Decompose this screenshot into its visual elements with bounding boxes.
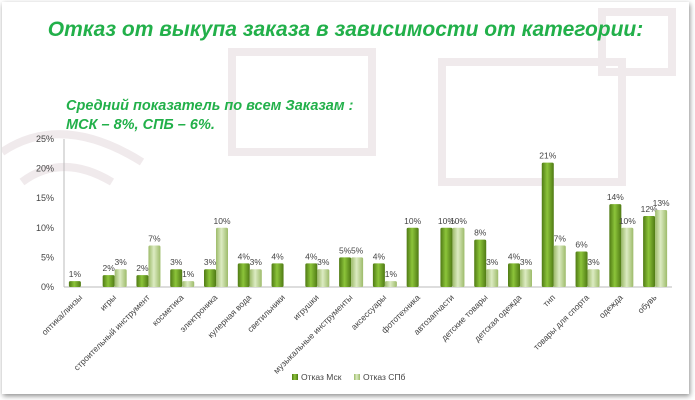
data-label: 6% [575, 239, 588, 249]
bar-msk [102, 275, 115, 287]
y-tick-label: 20% [36, 164, 54, 174]
data-label: 21% [539, 151, 556, 161]
bar-spb [587, 269, 600, 287]
bar-spb [216, 227, 228, 287]
data-label: 4% [238, 251, 251, 261]
bar-spb [249, 269, 262, 287]
bar-msk [609, 204, 622, 287]
slide-title: Отказ от выкупа заказа в зависимости от … [47, 18, 644, 41]
bar-msk [170, 269, 183, 287]
category-label: игрушки [291, 292, 321, 322]
data-label: 2% [103, 263, 116, 273]
bar-msk [440, 227, 453, 287]
data-label: 1% [385, 269, 398, 279]
bar-msk [68, 281, 81, 287]
y-tick-label: 25% [36, 134, 54, 144]
data-label: 4% [305, 251, 318, 261]
data-label: 3% [486, 257, 499, 267]
bar-msk [339, 257, 352, 287]
bar-chart: 0%5%10%15%20%25%1%оптика/линзы2%3%игры2%… [36, 134, 672, 382]
y-tick-label: 15% [36, 193, 54, 203]
category-label: оптика/линзы [39, 292, 84, 337]
data-label: 3% [317, 257, 330, 267]
y-tick-label: 10% [36, 223, 54, 233]
y-tick-label: 0% [41, 282, 54, 292]
data-label: 2% [136, 263, 149, 273]
bar-spb [351, 257, 364, 287]
bar-msk [643, 215, 656, 287]
legend-swatch-spb [354, 374, 360, 380]
subtitle-line-2: МСК – 8%, СПБ – 6%. [66, 117, 215, 133]
bar-spb [553, 245, 566, 287]
data-label: 1% [182, 269, 195, 279]
data-label: 5% [339, 245, 352, 255]
data-label: 10% [438, 216, 455, 226]
bar-spb [148, 245, 161, 287]
data-label: 10% [450, 216, 467, 226]
bar-spb [520, 269, 532, 287]
subtitle-line-1: Средний показатель по всем Заказам : [66, 98, 354, 114]
data-label: 4% [508, 251, 521, 261]
bar-msk [541, 162, 554, 287]
category-label: игры [98, 292, 118, 312]
bar-spb [317, 269, 330, 287]
y-tick-label: 5% [41, 252, 54, 262]
subtitle: Средний показатель по всем Заказам : МСК… [66, 97, 353, 135]
slide: Отказ от выкупа заказа в зависимости от … [2, 2, 689, 394]
data-label: 14% [607, 192, 624, 202]
category-label: косметика [150, 292, 186, 328]
bar-spb [114, 269, 127, 287]
category-label: тнп [541, 292, 558, 309]
bar-msk [237, 263, 250, 287]
bar-spb [486, 269, 499, 287]
data-label: 10% [619, 216, 636, 226]
bar-msk [271, 263, 284, 287]
bar-msk [204, 269, 216, 287]
category-label: обувь [635, 292, 658, 315]
data-label: 4% [373, 251, 386, 261]
data-label: 3% [250, 257, 263, 267]
legend-label: Отказ СПб [363, 372, 406, 382]
bar-spb [452, 227, 465, 287]
data-label: 12% [641, 204, 658, 214]
data-label: 13% [653, 198, 670, 208]
data-label: 3% [587, 257, 600, 267]
bar-msk [372, 263, 385, 287]
data-label: 10% [213, 216, 230, 226]
data-label: 4% [271, 251, 284, 261]
data-label: 3% [204, 257, 217, 267]
bar-spb [655, 210, 668, 287]
data-label: 3% [520, 257, 533, 267]
bar-msk [474, 239, 487, 287]
data-label: 8% [474, 228, 487, 238]
bar-spb [182, 281, 195, 287]
bar-msk [406, 227, 419, 287]
background-decoration [2, 8, 676, 186]
bar-msk [508, 263, 520, 287]
bar-msk [575, 251, 588, 287]
bar-msk [136, 275, 149, 287]
data-label: 7% [148, 234, 161, 244]
bar-spb [384, 281, 397, 287]
legend-label: Отказ Мск [301, 372, 342, 382]
data-label: 5% [351, 245, 364, 255]
data-label: 1% [69, 269, 82, 279]
category-label: одежда [597, 292, 625, 320]
data-label: 3% [115, 257, 128, 267]
data-label: 7% [554, 234, 567, 244]
bar-msk [305, 263, 318, 287]
bar-spb [621, 227, 634, 287]
legend-swatch-msk [292, 374, 298, 380]
data-label: 10% [404, 216, 421, 226]
data-label: 3% [170, 257, 183, 267]
